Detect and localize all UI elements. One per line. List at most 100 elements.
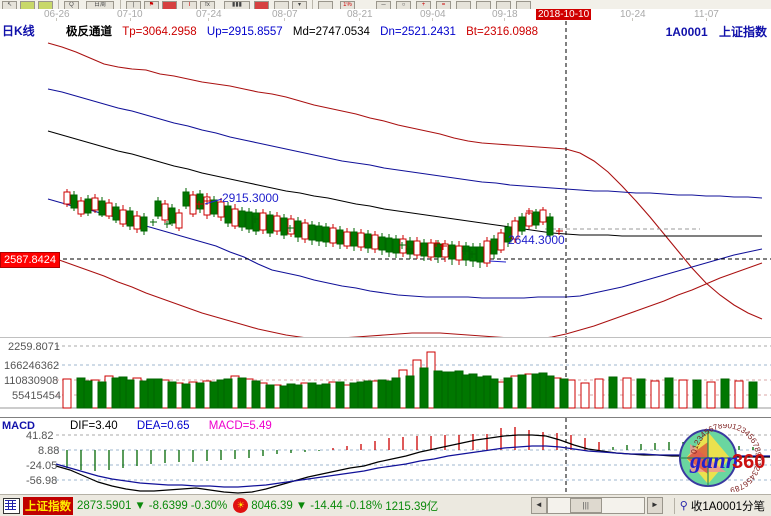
indicator-param-md: Md=2747.0534 bbox=[292, 26, 370, 38]
indicator-param-up: Up=2915.8557 bbox=[206, 26, 283, 38]
status-change-arrow: ▼ bbox=[134, 499, 146, 512]
gann360-logo: 012345678901234567890123456789 gann 360 bbox=[668, 421, 768, 495]
macd-title: MACD bbox=[2, 420, 35, 432]
axis-tick bbox=[359, 18, 360, 21]
status-change: -8.6399 bbox=[148, 499, 188, 512]
toolbar-icon-window[interactable] bbox=[162, 1, 177, 9]
toolbar-icon-equal[interactable]: = bbox=[436, 1, 451, 9]
toolbar-icon-text[interactable]: T bbox=[182, 1, 197, 9]
toolbar-icon-plus[interactable]: + bbox=[416, 1, 431, 9]
sun-icon: ☀ bbox=[233, 498, 249, 513]
toolbar-icon-flag[interactable]: ⚑ bbox=[144, 1, 159, 9]
symbol-header: 1A0001 上证指数 bbox=[666, 23, 767, 40]
macd-histogram-negative bbox=[66, 450, 320, 471]
volume-axis-label: 110830908 bbox=[4, 375, 59, 387]
antenna-icon: ⚲ bbox=[679, 500, 688, 512]
scroll-left-button[interactable]: ◄ bbox=[530, 497, 547, 514]
grid-icon[interactable] bbox=[3, 497, 20, 514]
toolbar-icon-line[interactable] bbox=[20, 1, 35, 9]
toolbar-icon-bar[interactable] bbox=[38, 1, 53, 9]
toolbar-icon-box2[interactable] bbox=[476, 1, 491, 9]
axis-tick bbox=[632, 18, 633, 21]
axis-tick bbox=[706, 18, 707, 21]
toolbar-icon-box3[interactable] bbox=[496, 1, 511, 9]
axis-tick bbox=[56, 18, 57, 21]
volume-chart-svg bbox=[0, 338, 771, 409]
date-label: 10-24 bbox=[620, 9, 646, 20]
indicator-param-tp: Tp=3064.2958 bbox=[122, 26, 197, 38]
status-bar[interactable]: 上证指数 2873.5901 ▼ -8.6399 -0.30% ☀ 8046.3… bbox=[0, 494, 771, 516]
toolbar-separator bbox=[120, 0, 121, 9]
logo-text-gann: gann bbox=[689, 448, 739, 473]
toolbar-icon-panel[interactable] bbox=[318, 1, 333, 9]
band-tp-line bbox=[47, 42, 763, 320]
date-label: 09-18 bbox=[492, 9, 518, 20]
date-label: 07-10 bbox=[117, 9, 143, 20]
date-label: 08-07 bbox=[272, 9, 298, 20]
toolbar-icon-red[interactable] bbox=[254, 1, 269, 9]
macd-panel[interactable]: MACD DIF=3.40 DEA=0.65 MACD=5.49 41.82 8… bbox=[0, 417, 771, 495]
toolbar-icon-fx[interactable]: fx bbox=[200, 1, 215, 9]
price-chart-svg bbox=[0, 21, 771, 337]
status-price-secondary: 8046.39 bbox=[251, 499, 293, 512]
status-stock-name[interactable]: 上证指数 bbox=[23, 496, 73, 515]
status-change-percent: -0.30% bbox=[190, 499, 228, 512]
macd-dea-line bbox=[55, 445, 770, 488]
gann360-logo-svg: 012345678901234567890123456789 gann 360 bbox=[679, 421, 765, 495]
toolbar-icon-arrow[interactable]: ▾ bbox=[292, 1, 307, 9]
horizontal-scrollbar[interactable]: ||| bbox=[546, 497, 645, 514]
toolbar-icon-period[interactable]: 日周 bbox=[86, 1, 114, 9]
macd-macd-value: MACD=5.49 bbox=[208, 420, 272, 432]
toolbar-icon-box1[interactable] bbox=[456, 1, 471, 9]
toolbar-icon-grid[interactable] bbox=[274, 1, 289, 9]
date-label-current: 2018-10-10 bbox=[536, 9, 592, 20]
volume-bars bbox=[62, 351, 758, 409]
status-separator bbox=[673, 497, 675, 514]
indicator-param-bt: Bt=2316.0988 bbox=[466, 26, 539, 38]
panel-label: 日K线 bbox=[2, 24, 35, 38]
candlestick-series bbox=[63, 188, 563, 268]
axis-tick bbox=[130, 18, 131, 21]
toolbar-separator bbox=[58, 0, 59, 9]
macd-chart-svg bbox=[55, 418, 771, 495]
toolbar-icon-draw[interactable]: | bbox=[126, 1, 141, 9]
macd-axis-label: -24.05 bbox=[26, 460, 58, 472]
toolbar-icon-bars[interactable]: ▮▮▮ bbox=[224, 1, 250, 9]
macd-dif-value: DIF=3.40 bbox=[70, 420, 118, 432]
band-up-line bbox=[47, 88, 763, 199]
toolbar-icon-percent[interactable]: 1% bbox=[340, 1, 355, 9]
date-label: 09-04 bbox=[420, 9, 446, 20]
status-change-arrow-secondary: ▼ bbox=[295, 499, 308, 512]
indicator-name: 极反通道 bbox=[66, 26, 112, 38]
macd-axis-label: 41.82 bbox=[26, 430, 54, 442]
axis-tick bbox=[504, 18, 505, 21]
volume-panel[interactable]: 2259.8071 166246362 110830908 55415454 bbox=[0, 337, 771, 418]
volume-axis-label: 166246362 bbox=[4, 360, 60, 372]
macd-axis-label: -56.98 bbox=[26, 475, 58, 487]
status-price: 2873.5901 bbox=[77, 499, 132, 512]
indicator-param-dn: Dn=2521.2431 bbox=[380, 26, 456, 38]
volume-axis-label: 55415454 bbox=[12, 390, 61, 402]
toolbar-icon-minus[interactable]: ─ bbox=[376, 1, 391, 9]
symbol-code: 1A0001 bbox=[665, 25, 708, 39]
status-connection: 收1A0001分笔 bbox=[690, 500, 765, 513]
annotation-lower-price: 2644.3000 bbox=[508, 233, 565, 247]
axis-tick bbox=[284, 18, 285, 21]
logo-text-360: 360 bbox=[732, 451, 765, 473]
toolbar-icon-circle[interactable]: ○ bbox=[396, 1, 411, 9]
macd-axis-label: 8.88 bbox=[38, 445, 60, 457]
axis-tick bbox=[432, 18, 433, 21]
symbol-name: 上证指数 bbox=[718, 25, 767, 39]
toolbar-icon-cursor[interactable]: ↖ bbox=[2, 1, 17, 9]
annotation-leader-lower bbox=[488, 260, 507, 263]
annotation-leader-upper bbox=[204, 198, 223, 205]
toolbar-icon-zoom[interactable]: Q bbox=[64, 1, 79, 9]
macd-values-row: DIF=3.40 DEA=0.65 MACD=5.49 bbox=[70, 420, 288, 432]
macd-dea-value: DEA=0.65 bbox=[136, 420, 190, 432]
date-label: 08-21 bbox=[347, 9, 373, 20]
toolbar-icon-box4[interactable] bbox=[516, 1, 531, 9]
status-amount: 1215.39亿 bbox=[385, 500, 439, 513]
scrollbar-thumb[interactable]: ||| bbox=[569, 498, 602, 513]
scroll-right-button[interactable]: ► bbox=[646, 497, 663, 514]
price-chart-panel[interactable]: 日K线 极反通道 Tp=3064.2958 Up=2915.8557 Md=27… bbox=[0, 21, 771, 337]
